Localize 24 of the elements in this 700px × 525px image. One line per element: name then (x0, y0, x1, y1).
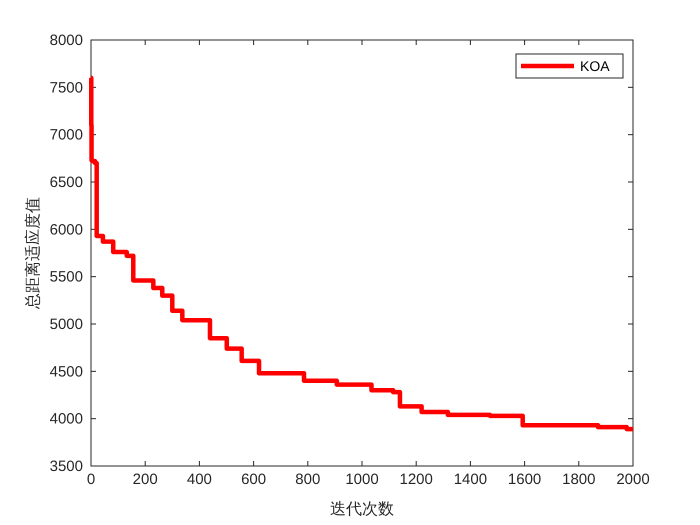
x-tick-label: 1200 (400, 471, 433, 488)
y-tick-label: 6500 (50, 174, 83, 191)
x-tick-label: 400 (186, 471, 212, 488)
x-tick-label: 200 (132, 471, 158, 488)
legend-label: KOA (580, 58, 610, 74)
y-tick-label: 7500 (50, 79, 83, 96)
x-tick-label: 600 (241, 471, 266, 488)
y-tick-label: 4000 (50, 410, 83, 428)
x-tick-label: 1400 (454, 471, 488, 488)
y-tick-label: 5000 (50, 316, 83, 333)
y-tick-label: 4500 (50, 363, 83, 380)
x-tick-label: 800 (295, 471, 320, 488)
x-tick-label: 2000 (616, 471, 650, 488)
y-tick-label: 5500 (50, 268, 83, 286)
x-tick-label: 1800 (562, 471, 596, 488)
x-tick-label: 1600 (508, 471, 542, 488)
x-tick-label: 0 (86, 471, 96, 488)
y-tick-label: 6000 (50, 221, 83, 238)
y-tick-label: 7000 (50, 126, 83, 144)
y-axis-title: 总距离适应度值 (24, 197, 42, 310)
y-tick-label: 3500 (50, 458, 83, 475)
y-tick-label: 8000 (50, 32, 83, 49)
x-axis-title: 迭代次数 (330, 500, 394, 518)
x-tick-label: 1000 (345, 471, 379, 488)
